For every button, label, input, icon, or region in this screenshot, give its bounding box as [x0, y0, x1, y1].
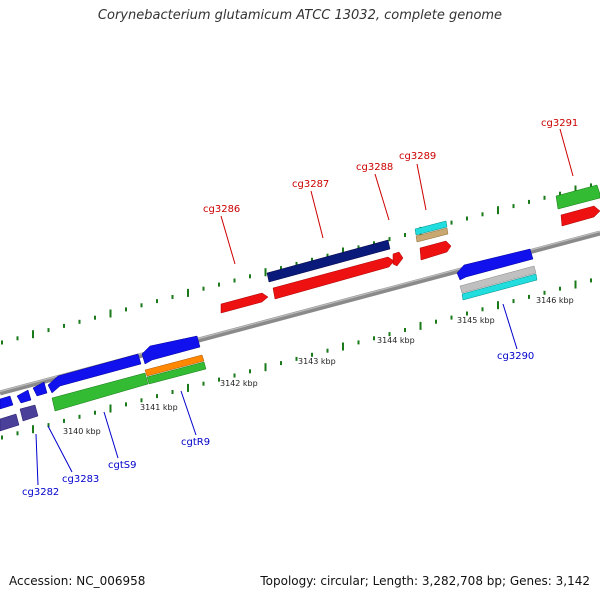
accession-text: Accession: NC_006958	[9, 574, 146, 588]
label-cg3283[interactable]: cg3283	[62, 474, 99, 485]
feature-cg3291-cds[interactable]	[560, 205, 600, 227]
feature-cg3283-gene[interactable]	[16, 389, 32, 404]
callout-cg3283	[47, 425, 73, 473]
callout-cg3291	[559, 128, 574, 177]
feature-cg3287-cds[interactable]	[272, 256, 395, 300]
tick-marks	[1, 183, 592, 440]
callout-cg3288	[374, 173, 390, 221]
feature-cg3289-cds[interactable]	[419, 240, 452, 261]
scale-labels: 3140 kbp 3141 kbp 3142 kbp 3143 kbp 3144…	[63, 296, 574, 436]
genome-summary-text: Topology: circular; Length: 3,282,708 bp…	[260, 574, 590, 588]
callout-cg3282	[35, 433, 39, 486]
label-cg3290[interactable]: cg3290	[497, 351, 534, 362]
scale-label-3145: 3145 kbp	[457, 316, 495, 325]
scale-label-3146: 3146 kbp	[536, 296, 574, 305]
feature-cgtR9-gene[interactable]	[141, 335, 201, 365]
feature-cgtR9-cds[interactable]	[146, 361, 207, 385]
callout-cg3287	[310, 190, 324, 239]
label-cg3288[interactable]: cg3288	[356, 162, 393, 173]
feature-cg3282-cds[interactable]	[0, 413, 20, 432]
feature-cg3288-cds[interactable]	[392, 251, 404, 267]
feature-cg3290-cyan[interactable]	[461, 273, 538, 301]
scale-label-3142: 3142 kbp	[220, 379, 258, 388]
feature-cg3291-gene[interactable]	[555, 184, 600, 210]
feature-cgtS9-cds[interactable]	[51, 372, 149, 412]
feature-cgtS9-small[interactable]	[32, 381, 48, 397]
scale-label-3140: 3140 kbp	[63, 427, 101, 436]
gene-labels: cg3286 cg3287 cg3288 cg3289 cg3291 cg328…	[22, 118, 578, 498]
callout-cg3286	[220, 215, 236, 265]
feature-cg3290-gene[interactable]	[456, 248, 534, 281]
label-cg3291[interactable]: cg3291	[541, 118, 578, 129]
callout-cgtS9	[103, 411, 119, 459]
label-cg3289[interactable]: cg3289	[399, 151, 436, 162]
feature-cg3290-gray[interactable]	[459, 265, 537, 294]
feature-cg3289-cyan[interactable]	[414, 220, 448, 236]
feature-cg3286-cds[interactable]	[220, 292, 269, 314]
label-cg3286[interactable]: cg3286	[203, 204, 240, 215]
feature-cg3287-gene[interactable]	[266, 239, 391, 283]
scale-label-3143: 3143 kbp	[298, 357, 336, 366]
feature-cgtR9-orange[interactable]	[144, 354, 205, 377]
label-cg3287[interactable]: cg3287	[292, 179, 329, 190]
scale-label-3141: 3141 kbp	[140, 403, 178, 412]
forward-strand-features	[220, 184, 600, 314]
feature-cg3289-tan[interactable]	[415, 227, 449, 243]
callout-cgtR9	[180, 390, 197, 436]
label-cgtS9[interactable]: cgtS9	[108, 460, 136, 471]
feature-cgtS9-gene[interactable]	[47, 353, 142, 394]
callout-cg3290	[502, 303, 518, 350]
scale-label-3144: 3144 kbp	[377, 336, 415, 345]
label-cgtR9[interactable]: cgtR9	[181, 437, 210, 448]
label-cg3282[interactable]: cg3282	[22, 487, 59, 498]
feature-cg3283-cds[interactable]	[19, 404, 39, 422]
feature-cg3282-gene[interactable]	[0, 395, 14, 410]
reverse-strand-features	[0, 248, 538, 432]
callout-cg3289	[416, 163, 427, 211]
map-title: Corynebacterium glutamicum ATCC 13032, c…	[97, 8, 503, 23]
